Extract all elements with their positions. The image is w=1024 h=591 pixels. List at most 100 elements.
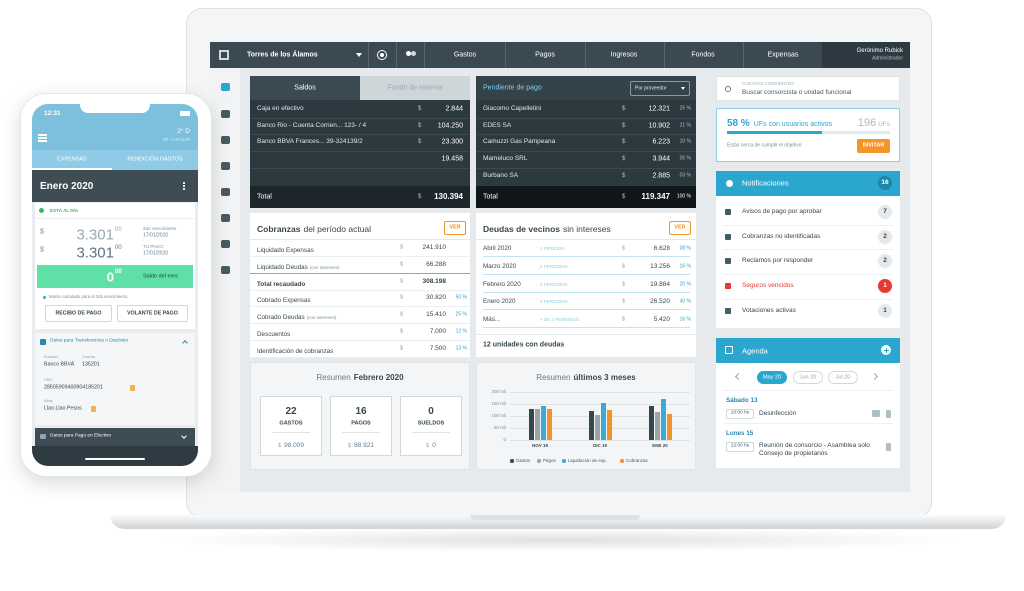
ver-button[interactable] <box>444 221 466 235</box>
nav-item[interactable]: Pagos <box>535 51 555 59</box>
nav-item[interactable]: Expensas <box>767 51 799 59</box>
share: 40 % <box>679 298 691 305</box>
progress-fill <box>727 131 822 134</box>
panel-highlight: Febrero 2020 <box>353 373 404 382</box>
month-label[interactable]: May 20 <box>762 373 782 380</box>
dropdown-label[interactable]: Por proveedor <box>635 85 667 91</box>
sidebar-icon[interactable] <box>221 266 230 274</box>
panel-title: Resumen <box>316 373 351 382</box>
amount: 88.921 <box>354 442 374 449</box>
user-name[interactable]: Gerónimo Rubick <box>856 48 903 54</box>
month-label[interactable]: Jul 20 <box>835 373 851 380</box>
month-label[interactable]: Jun 20 <box>799 373 817 380</box>
ver-button[interactable] <box>669 221 691 235</box>
amount: 26.520 <box>650 298 670 306</box>
sidebar-icon[interactable] <box>221 214 230 222</box>
tab-label[interactable]: EXPENSAS <box>57 156 87 163</box>
bar <box>528 408 534 440</box>
button-label[interactable]: INVITAR <box>862 142 885 149</box>
amount: 2.844 <box>445 105 463 113</box>
month-pill[interactable] <box>757 371 787 384</box>
total-amount: 130.394 <box>434 192 463 201</box>
notification-label[interactable]: Cobranzas no identificadas <box>742 232 821 240</box>
y-tick-label: 200 mil <box>491 388 506 394</box>
sidebar-icon[interactable] <box>221 136 230 144</box>
section-title[interactable]: Datos para Pago en Efectivo <box>50 433 112 439</box>
notification-label[interactable]: Reclamos por responder <box>742 256 814 264</box>
badge-count: 2 <box>883 256 887 264</box>
tab-label[interactable]: Saldos <box>294 84 316 92</box>
copy-icon[interactable] <box>91 406 96 412</box>
invite-button[interactable] <box>857 139 890 153</box>
tab-label[interactable]: Fondo de reserva <box>387 84 443 92</box>
sidebar-icon[interactable] <box>221 162 230 170</box>
event-title[interactable]: Desinfección <box>759 409 797 417</box>
more-dot <box>183 182 185 184</box>
nav-item[interactable]: Fondos <box>691 51 715 59</box>
box-amount: $98.009 <box>278 435 304 451</box>
sidebar-icon[interactable] <box>221 188 230 196</box>
nav-item[interactable]: Ingresos <box>610 51 638 59</box>
section-title[interactable]: Datos para Transferencia o Depósito <box>50 338 129 344</box>
notification-label[interactable]: Avisos de pago por aprobar <box>742 207 822 215</box>
building-selector[interactable]: Torres de los Álamos <box>247 51 318 59</box>
debts-panel <box>476 213 696 357</box>
button-label[interactable]: VOLANTE DE PAGO <box>127 309 178 316</box>
summary-box <box>400 396 462 456</box>
month-pill[interactable] <box>828 371 858 384</box>
badge-count: 1 <box>883 281 887 289</box>
sidebar-icon[interactable] <box>221 83 230 91</box>
notification-label[interactable]: Seguros vencidos <box>742 281 794 289</box>
row-underline <box>483 256 690 257</box>
row-underline <box>483 273 690 275</box>
row-divider <box>250 306 470 308</box>
share: 10 % <box>679 138 691 145</box>
dropdown[interactable] <box>630 81 690 96</box>
currency: $ <box>622 156 626 162</box>
sidebar-icon[interactable] <box>221 240 230 248</box>
phone-button[interactable] <box>117 305 188 322</box>
row-divider <box>250 239 470 240</box>
footer-text: 12 unidades con deudas <box>483 341 565 349</box>
row-label: Giacomo Capelletini <box>483 104 542 112</box>
count: 16 <box>355 406 367 417</box>
row-divider <box>476 167 696 169</box>
button-label[interactable]: RECIBO DE PAGO <box>55 309 102 316</box>
row-divider <box>250 151 470 152</box>
comment-icon[interactable] <box>872 410 880 417</box>
row-divider <box>250 340 470 341</box>
users-icon <box>410 50 416 56</box>
button-label[interactable]: VER <box>449 224 461 231</box>
search-placeholder[interactable]: Buscar consorcista o unidad funcional <box>742 88 852 96</box>
sidebar-icon[interactable] <box>221 110 230 118</box>
settings-icon <box>377 50 387 60</box>
row-label: Marzo 2020 <box>483 262 517 270</box>
notification-label[interactable]: Votaciones activas <box>742 306 796 314</box>
tab[interactable] <box>360 76 470 100</box>
event-title[interactable]: Reunión de consorcio - Asamblea solo Con… <box>759 442 870 458</box>
trash-icon[interactable] <box>886 443 891 451</box>
copy-icon[interactable] <box>130 385 135 391</box>
button-label[interactable]: VER <box>674 224 686 231</box>
row-divider <box>723 423 893 424</box>
box-divider <box>412 432 450 433</box>
trash-icon[interactable] <box>886 410 891 418</box>
goal-total: 196 <box>857 117 877 129</box>
search-box[interactable] <box>716 76 900 101</box>
tab-active[interactable] <box>250 76 360 100</box>
bar <box>606 410 612 440</box>
note: Monto calculado para el 2do vencimiento. <box>49 293 129 299</box>
box-amount: $88.921 <box>348 435 374 451</box>
nav-item[interactable]: Gastos <box>453 51 477 59</box>
box-divider <box>342 432 380 433</box>
count: 22 <box>285 406 297 417</box>
panel-heading: Resumen últimos 3 meses <box>536 368 636 384</box>
row-label: Caja en efectivo <box>257 104 304 112</box>
month-pill[interactable] <box>793 371 823 384</box>
row-divider <box>250 323 470 325</box>
notifications-header <box>716 171 900 196</box>
nav-divider <box>424 42 425 68</box>
tab-label[interactable]: RENDICIÓN GASTOS <box>127 156 183 163</box>
legend-swatch <box>510 459 514 463</box>
phone-button[interactable] <box>45 305 112 322</box>
